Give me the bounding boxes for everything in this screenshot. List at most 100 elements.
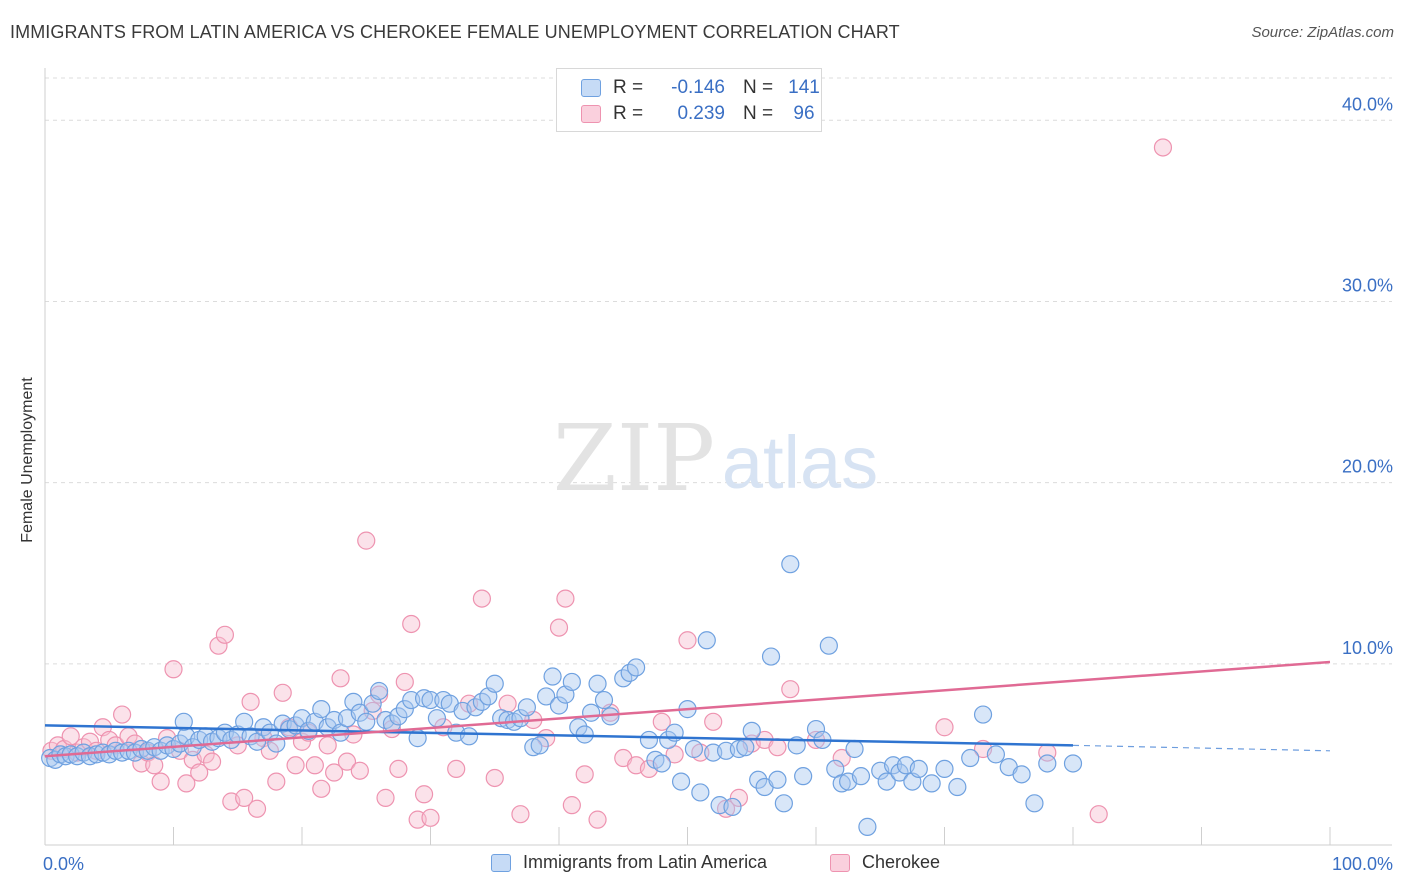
- cherokee-point: [151, 772, 170, 791]
- latin-america-point: [890, 763, 909, 782]
- cherokee-point: [935, 718, 954, 737]
- latin-america-point: [530, 736, 549, 755]
- latin-america-point: [652, 754, 671, 773]
- legend-n-label: N =: [743, 77, 774, 98]
- latin-america-point: [1012, 765, 1031, 784]
- cherokee-point: [312, 779, 331, 798]
- latin-america-point: [174, 712, 193, 731]
- cherokee-point: [562, 796, 581, 815]
- latin-america-point: [537, 687, 556, 706]
- cherokee-point: [549, 618, 569, 637]
- cherokee-point: [768, 738, 787, 757]
- series-legend-swatch-pink: [830, 853, 850, 872]
- latin-america-point: [883, 756, 903, 775]
- latin-america-point: [1025, 794, 1044, 813]
- cherokee-point: [177, 774, 196, 793]
- cherokee-point: [190, 763, 209, 782]
- latin-america-point: [485, 674, 504, 693]
- latin-america-point: [459, 727, 479, 746]
- grid-lines: [45, 77, 1392, 665]
- watermark-atlas: atlas: [722, 421, 878, 504]
- latin-america-point: [543, 667, 562, 686]
- latin-america-point: [736, 738, 755, 757]
- cherokee-point: [112, 705, 132, 724]
- cherokee-point: [61, 727, 80, 746]
- latin-america-point: [806, 719, 826, 739]
- latin-america-point: [1038, 754, 1057, 773]
- latin-america-point: [421, 690, 440, 710]
- cherokee-point: [318, 736, 337, 755]
- latin-america-point: [819, 636, 838, 655]
- series-legend-label: Cherokee: [862, 852, 941, 872]
- cherokee-point: [1089, 805, 1108, 824]
- series-legend-item-latin-america: Immigrants from Latin America: [491, 852, 767, 873]
- cherokee-point: [247, 799, 267, 818]
- latin-america-point: [781, 555, 800, 574]
- latin-america-point: [986, 745, 1006, 764]
- latin-america-point: [626, 658, 646, 677]
- watermark: ZIP atlas: [553, 405, 878, 512]
- latin-america-point: [312, 700, 331, 719]
- series-legend-label: Immigrants from Latin America: [523, 852, 768, 872]
- cherokee-point: [511, 805, 530, 824]
- latin-america-point: [684, 739, 704, 759]
- latin-america-point: [832, 774, 851, 793]
- legend-n-label: N =: [743, 103, 774, 124]
- legend-r-value: -0.146: [671, 77, 725, 98]
- cherokee-point: [305, 756, 324, 775]
- latin-america-point: [973, 705, 993, 724]
- cherokee-point: [325, 763, 344, 782]
- latin-america-point: [357, 712, 376, 731]
- latin-america-point: [948, 777, 967, 797]
- latin-america-trend-extension: [1072, 744, 1331, 752]
- latin-america-point: [749, 770, 768, 789]
- latin-america-point: [524, 738, 543, 757]
- latin-america-point: [517, 698, 536, 717]
- tick-labels: 10.0% 20.0% 30.0% 40.0% 0.0% 100.0%: [43, 94, 1393, 874]
- legend-n-value: 96: [793, 103, 815, 124]
- cherokee-point: [357, 531, 376, 550]
- latin-america-point: [723, 797, 742, 817]
- cherokee-point: [337, 752, 357, 771]
- latin-america-point: [370, 681, 389, 701]
- cherokee-point: [421, 808, 440, 827]
- legend-r-label: R =: [613, 77, 644, 98]
- latin-america-point: [909, 759, 928, 779]
- cherokee-point: [729, 788, 749, 807]
- cherokee-point: [286, 756, 305, 775]
- series-legend-swatch-blue: [491, 853, 511, 872]
- latin-america-point: [594, 690, 614, 710]
- series-legend-item-cherokee: Cherokee: [830, 852, 940, 873]
- x-tick-label: 0.0%: [43, 854, 84, 874]
- y-tick-label: 10.0%: [1342, 638, 1393, 658]
- y-tick-label: 40.0%: [1342, 94, 1393, 114]
- latin-america-point: [582, 703, 601, 722]
- latin-america-point: [427, 709, 447, 728]
- latin-america-point: [922, 774, 941, 793]
- latin-america-point: [761, 647, 781, 666]
- latin-america-point: [935, 759, 954, 779]
- cherokee-point: [485, 768, 504, 788]
- cherokee-point: [350, 761, 369, 780]
- legend-row-latin-america: R = -0.146 N = 141: [581, 77, 829, 99]
- latin-america-point: [794, 767, 813, 786]
- cherokee-point: [832, 748, 851, 768]
- cherokee-point: [781, 680, 800, 699]
- cherokee-point: [556, 589, 575, 608]
- latin-america-point: [691, 783, 710, 802]
- latin-america-point: [961, 748, 980, 768]
- latin-america-trend-line: [44, 724, 1074, 747]
- latin-america-point: [87, 745, 106, 764]
- latin-america-point: [562, 672, 581, 692]
- source-label: Source: ZipAtlas.com: [1251, 24, 1394, 41]
- latin-america-point: [659, 730, 678, 750]
- cherokee-point: [164, 660, 183, 679]
- cherokee-point: [395, 672, 414, 692]
- cherokee-point: [704, 712, 723, 731]
- cherokee-point: [447, 759, 466, 779]
- cherokee-point: [241, 692, 260, 711]
- correlation-legend: R = -0.146 N = 141 R = 0.239 N = 96: [556, 68, 822, 132]
- chart-title: IMMIGRANTS FROM LATIN AMERICA VS CHEROKE…: [10, 22, 900, 42]
- series-legend: Immigrants from Latin America Cherokee: [0, 852, 1406, 878]
